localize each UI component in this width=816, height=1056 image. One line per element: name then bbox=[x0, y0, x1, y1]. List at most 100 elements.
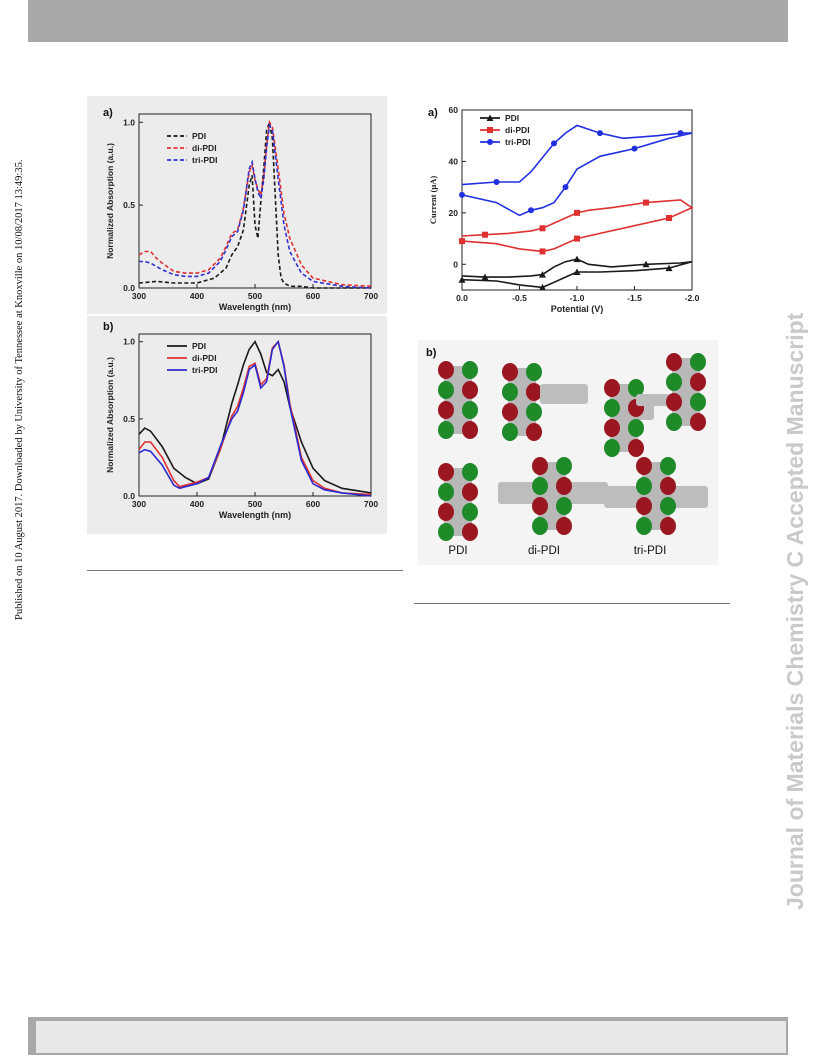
y-axis-label: Normalized Absorption (a.u.) bbox=[105, 143, 115, 259]
x-tick-label: 400 bbox=[190, 291, 204, 301]
orbital-lobe bbox=[636, 477, 652, 495]
x-tick-label: -2.0 bbox=[685, 293, 700, 303]
orbital-lobe bbox=[438, 523, 454, 541]
data-point bbox=[643, 199, 649, 206]
orbital-lobe bbox=[556, 497, 572, 515]
x-tick-label: -1.0 bbox=[570, 293, 585, 303]
y-tick-label: 40 bbox=[449, 156, 459, 166]
orbital-lobe bbox=[604, 419, 620, 437]
panel-label: a) bbox=[428, 107, 438, 119]
data-point bbox=[458, 276, 466, 283]
di-pdi-lumo bbox=[502, 363, 542, 441]
orbital-lobe bbox=[502, 403, 518, 421]
orbital-lobe bbox=[636, 497, 652, 515]
uv-vis-film-chart: 300 400 500 600 700 0.0 0.5 1.0 Wavelength (nm) N… bbox=[103, 321, 378, 520]
data-point bbox=[562, 184, 569, 191]
y-tick-label: 0.0 bbox=[123, 283, 135, 293]
y-tick-label: 1.0 bbox=[123, 117, 135, 127]
data-point bbox=[573, 268, 581, 275]
y-axis-label: Current (μA) bbox=[428, 176, 438, 225]
uv-vis-solution-panel: 300 400 500 600 700 0.0 0.5 1.0 Wavelength (nm) N… bbox=[87, 96, 387, 314]
tri-pdi-homo bbox=[636, 457, 676, 535]
series-line-tri-PDI bbox=[138, 339, 372, 497]
orbital-lobe bbox=[690, 373, 706, 391]
orbital-lobe bbox=[628, 379, 644, 397]
y-tick-label: 0 bbox=[453, 259, 458, 269]
header-bar bbox=[28, 0, 788, 42]
cyclic-voltammetry-chart: 0.0 -0.5 -1.0 -1.5 -2.0 0 20 40 60 Potential (V) C… bbox=[428, 105, 700, 314]
orbital-lobe bbox=[666, 353, 682, 371]
legend-label: tri-PDI bbox=[192, 365, 218, 375]
legend-label: PDI bbox=[192, 131, 206, 141]
legend-label: PDI bbox=[192, 341, 206, 351]
series-line-tri-PDI bbox=[139, 123, 372, 289]
x-tick-label: 500 bbox=[248, 499, 262, 509]
orbital-lobe bbox=[462, 523, 478, 541]
series-line-di-PDI bbox=[461, 199, 694, 253]
orbital-lobe bbox=[636, 517, 652, 535]
orbital-lobe bbox=[438, 503, 454, 521]
orbital-lobe bbox=[502, 363, 518, 381]
orbital-lobe bbox=[604, 399, 620, 417]
orbital-lobe bbox=[660, 457, 676, 475]
y-tick-label: 1.0 bbox=[123, 337, 135, 347]
uv-vis-solution-chart: 300 400 500 600 700 0.0 0.5 1.0 Wavelength (nm) N… bbox=[103, 107, 378, 312]
legend-label: PDI bbox=[505, 113, 519, 123]
orbital-lobe bbox=[502, 423, 518, 441]
orbital-lobe bbox=[666, 373, 682, 391]
footer-bar-inner bbox=[36, 1021, 786, 1053]
y-axis-label: Normalized Absorption (a.u.) bbox=[105, 357, 115, 473]
panel-label: a) bbox=[103, 107, 113, 119]
orbital-lobe bbox=[462, 421, 478, 439]
data-point bbox=[539, 271, 546, 278]
orbital-lobe bbox=[532, 517, 548, 535]
orbital-lobe bbox=[660, 497, 676, 515]
data-point bbox=[459, 238, 465, 245]
data-point bbox=[665, 264, 673, 272]
x-tick-label: -1.5 bbox=[627, 293, 642, 303]
series-line-PDI bbox=[138, 119, 371, 289]
x-tick-label: 300 bbox=[132, 291, 146, 301]
data-point bbox=[481, 273, 489, 281]
orbital-lobe bbox=[438, 421, 454, 439]
x-tick-label: 0.0 bbox=[456, 293, 468, 303]
orbital-lobe bbox=[438, 381, 454, 399]
orbital-lobe bbox=[636, 457, 652, 475]
orbital-lobe bbox=[690, 393, 706, 411]
orbital-lobe bbox=[462, 503, 478, 521]
left-caption-rule bbox=[87, 570, 403, 571]
data-point bbox=[482, 231, 488, 238]
data-point bbox=[551, 140, 557, 147]
pdi-lumo bbox=[438, 361, 478, 439]
legend-label: di-PDI bbox=[505, 125, 530, 135]
y-tick-label: 0.5 bbox=[123, 200, 135, 210]
orbital-lobe bbox=[660, 477, 676, 495]
x-axis-label: Wavelength (nm) bbox=[219, 302, 291, 312]
di-pdi-substituent bbox=[540, 384, 588, 404]
orbital-lobe bbox=[438, 463, 454, 481]
right-caption-rule bbox=[414, 603, 730, 604]
orbital-lobe bbox=[628, 419, 644, 437]
x-tick-label: -0.5 bbox=[512, 293, 527, 303]
molecule-label-PDI: PDI bbox=[448, 545, 467, 557]
x-tick-label: 700 bbox=[364, 291, 378, 301]
orbital-lobe bbox=[556, 517, 572, 535]
y-tick-label: 60 bbox=[449, 105, 459, 115]
x-axis-label: Wavelength (nm) bbox=[219, 510, 291, 520]
orbital-lobe bbox=[526, 403, 542, 421]
plot-frame bbox=[138, 113, 372, 289]
pdi-homo bbox=[438, 463, 478, 541]
orbital-lobe bbox=[666, 393, 682, 411]
data-point bbox=[493, 179, 500, 185]
data-point bbox=[528, 207, 534, 214]
orbital-lobe bbox=[628, 439, 644, 457]
tri-pdi-lumo-left bbox=[604, 379, 644, 457]
data-point bbox=[574, 209, 580, 216]
orbital-lobe bbox=[690, 413, 706, 431]
orbital-lobe bbox=[556, 477, 572, 495]
x-tick-label: 500 bbox=[248, 291, 262, 301]
data-point bbox=[539, 248, 546, 255]
molecule-label-tri-PDI: tri-PDI bbox=[634, 545, 667, 557]
legend-label: di-PDI bbox=[192, 143, 217, 153]
orbital-diagram: b) PDI di-PDI tri-PDI bbox=[426, 347, 708, 557]
